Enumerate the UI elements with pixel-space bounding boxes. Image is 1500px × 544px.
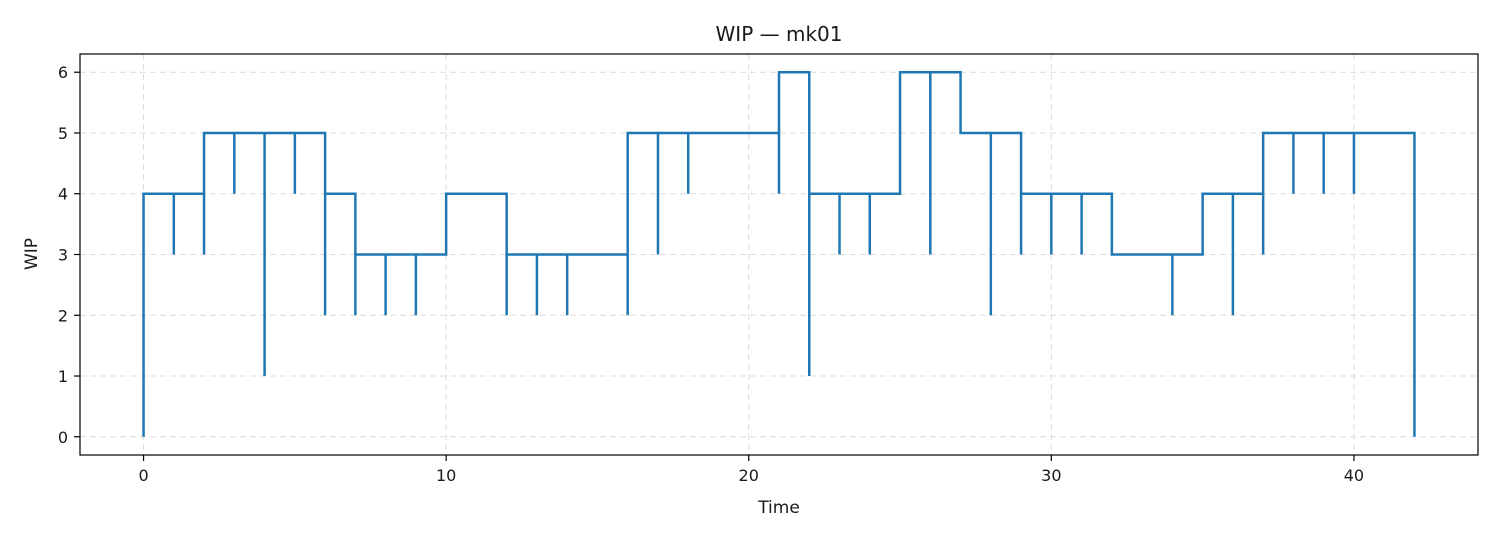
y-tick-label: 2 (58, 306, 68, 325)
line-layer (142, 70, 1416, 437)
x-axis-label: Time (757, 498, 800, 518)
x-tick-label: 10 (436, 466, 456, 485)
y-tick-label: 6 (58, 63, 68, 82)
x-tick-label: 20 (739, 466, 759, 485)
y-axis-label: WIP (22, 238, 42, 270)
tick-layer: 0 10 20 30 40 0 1 2 3 4 5 6 (58, 63, 1364, 485)
x-tick-label: 0 (138, 466, 148, 485)
y-tick-label: 1 (58, 367, 68, 386)
y-tick-label: 4 (58, 185, 68, 204)
x-tick-label: 30 (1041, 466, 1061, 485)
chart-title: WIP — mk01 (716, 22, 843, 46)
y-tick-label: 5 (58, 124, 68, 143)
y-tick-label: 3 (58, 246, 68, 265)
x-tick-label: 40 (1344, 466, 1364, 485)
wip-step-line (142, 70, 1416, 437)
y-tick-label: 0 (58, 428, 68, 447)
